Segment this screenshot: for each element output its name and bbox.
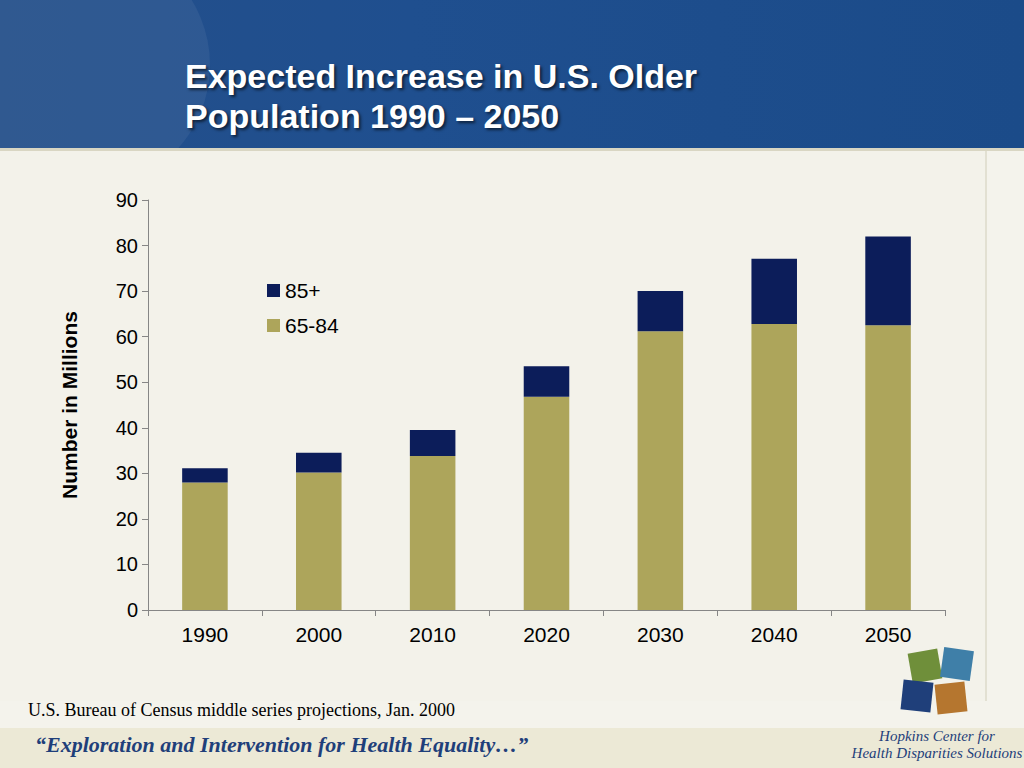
svg-text:2000: 2000 — [295, 623, 342, 646]
html-text:Expected Increase in U.S. Olde: Expected Increase in U.S. Older Populati… — [185, 57, 698, 135]
svg-text:2020: 2020 — [523, 623, 570, 646]
svg-text:0: 0 — [127, 599, 138, 621]
svg-text:Number in Millions: Number in Millions — [58, 311, 81, 499]
html-text:“Exploration and Intervention: “Exploration and Intervention for Health… — [35, 732, 529, 757]
svg-text:2040: 2040 — [751, 623, 798, 646]
svg-text:30: 30 — [116, 462, 138, 484]
svg-text:85+: 85+ — [285, 279, 321, 302]
svg-text:90: 90 — [116, 189, 138, 211]
svg-text:80: 80 — [116, 235, 138, 257]
svg-text:2050: 2050 — [865, 623, 912, 646]
svg-text:60: 60 — [116, 326, 138, 348]
svg-text:65-84: 65-84 — [285, 314, 339, 337]
svg-text:2030: 2030 — [637, 623, 684, 646]
html-text:U.S. Bureau of Census middle s: U.S. Bureau of Census middle series proj… — [28, 700, 455, 720]
svg-text:20: 20 — [116, 508, 138, 530]
svg-text:70: 70 — [116, 280, 138, 302]
svg-text:40: 40 — [116, 417, 138, 439]
svg-text:2010: 2010 — [409, 623, 456, 646]
svg-text:10: 10 — [116, 553, 138, 575]
html-text:Hopkins Center for: Hopkins Center for — [879, 728, 995, 744]
html-text:Health Disparities Solutions: Health Disparities Solutions — [851, 745, 1023, 761]
svg-text:1990: 1990 — [182, 623, 229, 646]
svg-text:50: 50 — [116, 371, 138, 393]
